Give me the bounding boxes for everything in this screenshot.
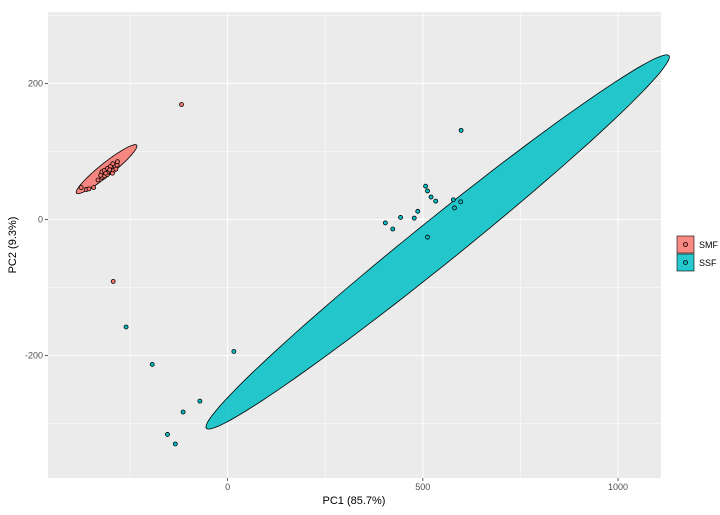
point-ssf xyxy=(425,234,430,240)
point-ssf xyxy=(165,432,170,437)
legend: SMF SSF xyxy=(676,235,719,272)
point-smf xyxy=(91,185,97,190)
point-ssf xyxy=(428,194,434,200)
y-tick-label: -200 xyxy=(25,351,43,361)
point-ssf xyxy=(452,205,457,211)
legend-label-smf: SMF xyxy=(699,240,719,250)
x-tick-label: 1000 xyxy=(608,482,628,492)
point-smf xyxy=(103,170,109,176)
point-ssf xyxy=(149,361,155,367)
point-ssf xyxy=(423,183,428,189)
point-ssf xyxy=(172,441,178,447)
point-smf xyxy=(110,278,116,284)
y-tick-label: 200 xyxy=(28,78,43,88)
legend-label-ssf: SSF xyxy=(699,258,717,268)
point-smf xyxy=(98,172,104,178)
legend-key-point xyxy=(683,242,688,247)
point-smf xyxy=(110,170,115,176)
point-ssf xyxy=(123,324,129,330)
x-tick-label: 500 xyxy=(415,482,430,492)
point-ssf xyxy=(415,208,421,214)
point-ssf xyxy=(433,198,439,204)
point-smf xyxy=(107,167,113,173)
point-smf xyxy=(78,185,84,190)
point-ssf xyxy=(425,188,430,194)
x-axis-title: PC1 (85.7%) xyxy=(323,495,386,507)
point-ssf xyxy=(231,349,237,354)
plot-panel xyxy=(48,12,661,478)
point-ssf xyxy=(398,215,403,220)
point-smf xyxy=(86,186,92,192)
point-ssf xyxy=(180,409,186,415)
y-axis-title: PC2 (9.3%) xyxy=(7,217,19,274)
point-smf xyxy=(115,159,120,165)
point-smf xyxy=(179,102,184,107)
legend-key-point xyxy=(683,260,688,265)
y-axis-ticks: -200 0 200 xyxy=(25,78,48,361)
point-ssf xyxy=(382,220,388,226)
x-axis-ticks: 0 500 1000 xyxy=(225,478,628,492)
point-ssf xyxy=(458,127,464,133)
point-ssf xyxy=(197,398,203,404)
point-ssf xyxy=(450,197,456,203)
data-points xyxy=(78,102,464,447)
x-tick-label: 0 xyxy=(225,482,230,492)
y-tick-label: 0 xyxy=(38,214,43,224)
point-ssf xyxy=(390,226,396,232)
point-ssf xyxy=(458,199,464,205)
point-smf xyxy=(113,166,119,172)
ellipse-ssf xyxy=(205,54,670,430)
point-smf xyxy=(110,161,116,167)
point-smf xyxy=(95,177,101,183)
point-ssf xyxy=(411,215,417,221)
